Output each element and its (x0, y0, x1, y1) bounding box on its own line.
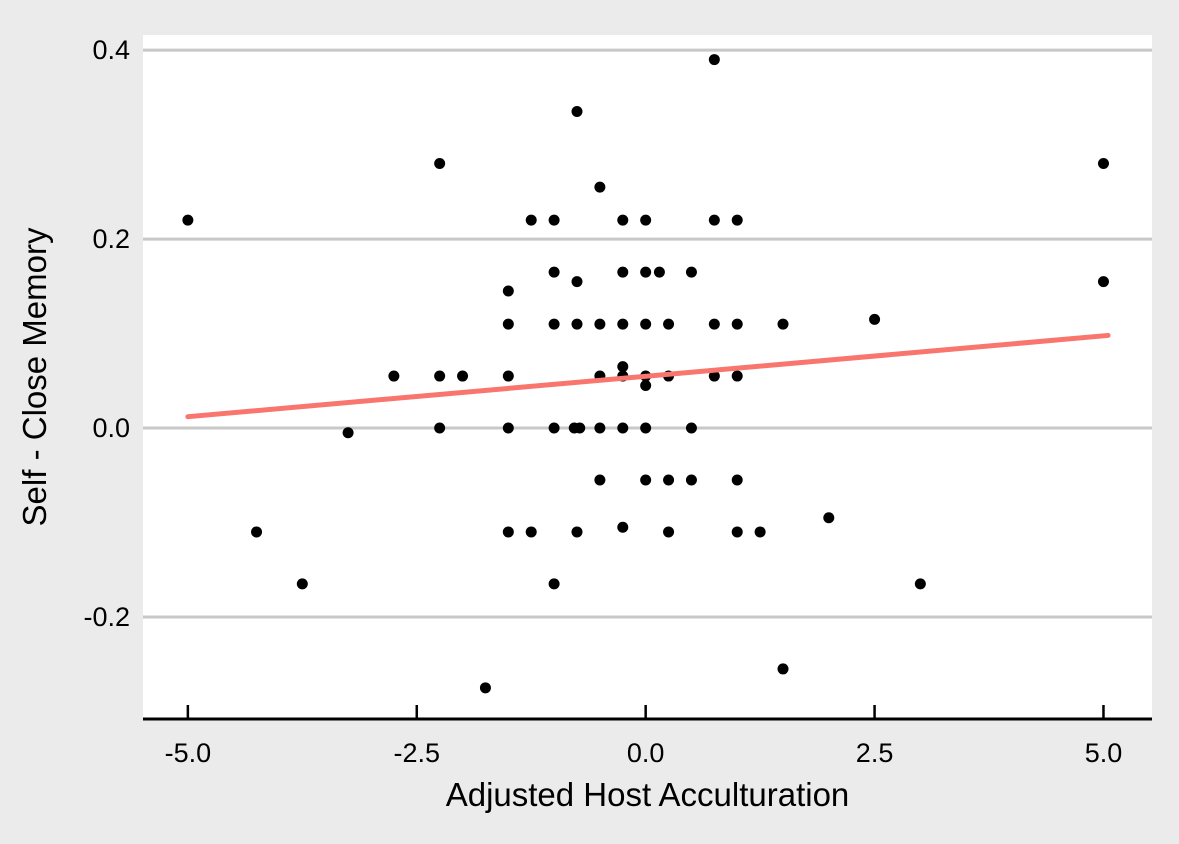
data-point (640, 266, 652, 278)
x-tick-label: 0.0 (627, 738, 665, 768)
y-tick-label: 0.0 (92, 413, 130, 443)
data-point (869, 313, 881, 325)
data-point (457, 370, 469, 382)
data-point (571, 276, 583, 288)
data-point (571, 526, 583, 538)
x-tick-label: -5.0 (165, 738, 212, 768)
data-point (434, 370, 446, 382)
data-point (640, 474, 652, 486)
data-point (574, 422, 586, 434)
data-point (479, 682, 491, 694)
data-point (502, 422, 514, 434)
data-point (594, 181, 606, 193)
data-point (640, 318, 652, 330)
y-axis-title: Self - Close Memory (16, 227, 53, 527)
data-point (823, 512, 835, 524)
data-point (754, 526, 766, 538)
data-point (434, 157, 446, 169)
data-point (777, 663, 789, 675)
data-point (914, 578, 926, 590)
x-tick-label: 2.5 (856, 738, 894, 768)
data-point (594, 318, 606, 330)
data-point (525, 214, 537, 226)
data-point (502, 526, 514, 538)
data-point (525, 526, 537, 538)
data-point (1097, 276, 1109, 288)
data-point (617, 521, 629, 533)
data-point (502, 318, 514, 330)
regression-line (185, 332, 1111, 420)
data-point (388, 370, 400, 382)
data-point (663, 474, 675, 486)
data-point (617, 422, 629, 434)
data-point (1097, 157, 1109, 169)
data-point (548, 214, 560, 226)
data-point (594, 422, 606, 434)
data-point (640, 422, 652, 434)
data-point (182, 214, 194, 226)
y-tick-label: 0.2 (92, 224, 130, 254)
data-point (708, 370, 720, 382)
data-point (296, 578, 308, 590)
data-point (640, 380, 652, 392)
x-tick-label: 5.0 (1085, 738, 1123, 768)
data-point (731, 474, 743, 486)
x-axis-title: Adjusted Host Acculturation (445, 776, 850, 813)
data-point (731, 214, 743, 226)
data-point (708, 318, 720, 330)
data-point (640, 214, 652, 226)
data-point (617, 318, 629, 330)
data-point (571, 106, 583, 118)
data-point (777, 318, 789, 330)
data-point (342, 427, 354, 439)
data-point (685, 422, 697, 434)
data-point (548, 266, 560, 278)
data-point (685, 266, 697, 278)
data-point (663, 318, 675, 330)
data-point (708, 54, 720, 66)
x-tick-label: -2.5 (394, 738, 441, 768)
y-tick-label: -0.2 (83, 602, 130, 632)
data-point (251, 526, 263, 538)
data-point (708, 214, 720, 226)
data-point (731, 526, 743, 538)
data-point (731, 370, 743, 382)
data-point (548, 578, 560, 590)
data-point (571, 318, 583, 330)
data-point (617, 266, 629, 278)
data-point (653, 266, 665, 278)
y-tick-label: 0.4 (92, 35, 130, 65)
data-point (434, 422, 446, 434)
data-point (502, 370, 514, 382)
data-point (594, 474, 606, 486)
data-point (731, 318, 743, 330)
data-point (548, 318, 560, 330)
data-point (548, 422, 560, 434)
data-point (617, 361, 629, 373)
data-point (663, 526, 675, 538)
data-point (502, 285, 514, 297)
data-point (617, 214, 629, 226)
data-point (685, 474, 697, 486)
